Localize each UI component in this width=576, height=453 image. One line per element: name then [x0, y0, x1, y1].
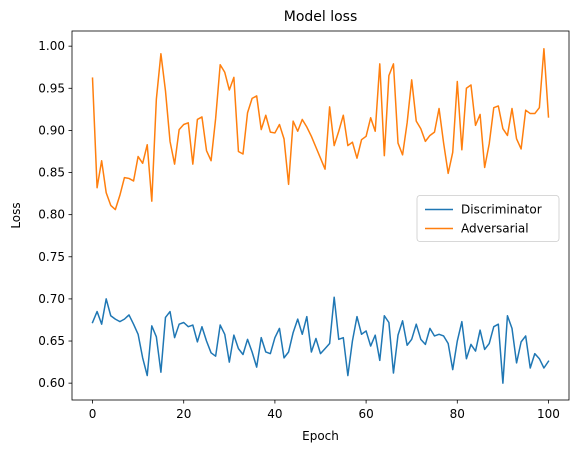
y-tick-label: 0.95: [38, 81, 65, 95]
plot-frame: [71, 30, 570, 401]
y-tick-label: 0.70: [38, 292, 65, 306]
x-tick-label: 20: [176, 407, 191, 421]
x-tick-label: 0: [89, 407, 97, 421]
y-axis: 0.60 0.65 0.70 0.75 0.80 0.85 0.90 0.95 1.00: [38, 39, 72, 390]
series-layer: [91, 47, 550, 384]
x-tick-label: 40: [267, 407, 282, 421]
y-tick-label: 0.65: [38, 334, 65, 348]
y-tick-label: 0.75: [38, 250, 65, 264]
y-tick-label: 1.00: [38, 39, 65, 53]
y-tick-label: 0.80: [38, 208, 65, 222]
legend-label: Adversarial: [461, 222, 529, 236]
legend: Discriminator Adversarial: [416, 195, 560, 242]
y-axis-title: Loss: [9, 202, 23, 228]
x-axis: 0 20 40 60 80 100: [89, 400, 560, 421]
series-line-adversarial: [91, 47, 550, 211]
x-tick-label: 80: [450, 407, 465, 421]
legend-box: [416, 195, 560, 242]
y-tick-label: 0.90: [38, 123, 65, 137]
x-axis-title: Epoch: [302, 429, 339, 443]
x-tick-label: 100: [537, 407, 560, 421]
y-tick-label: 0.60: [38, 376, 65, 390]
chart-title: Model loss: [284, 9, 358, 25]
legend-label: Discriminator: [461, 203, 542, 217]
series-line-discriminator: [91, 296, 550, 384]
x-tick-label: 60: [358, 407, 373, 421]
y-tick-label: 0.85: [38, 166, 65, 180]
